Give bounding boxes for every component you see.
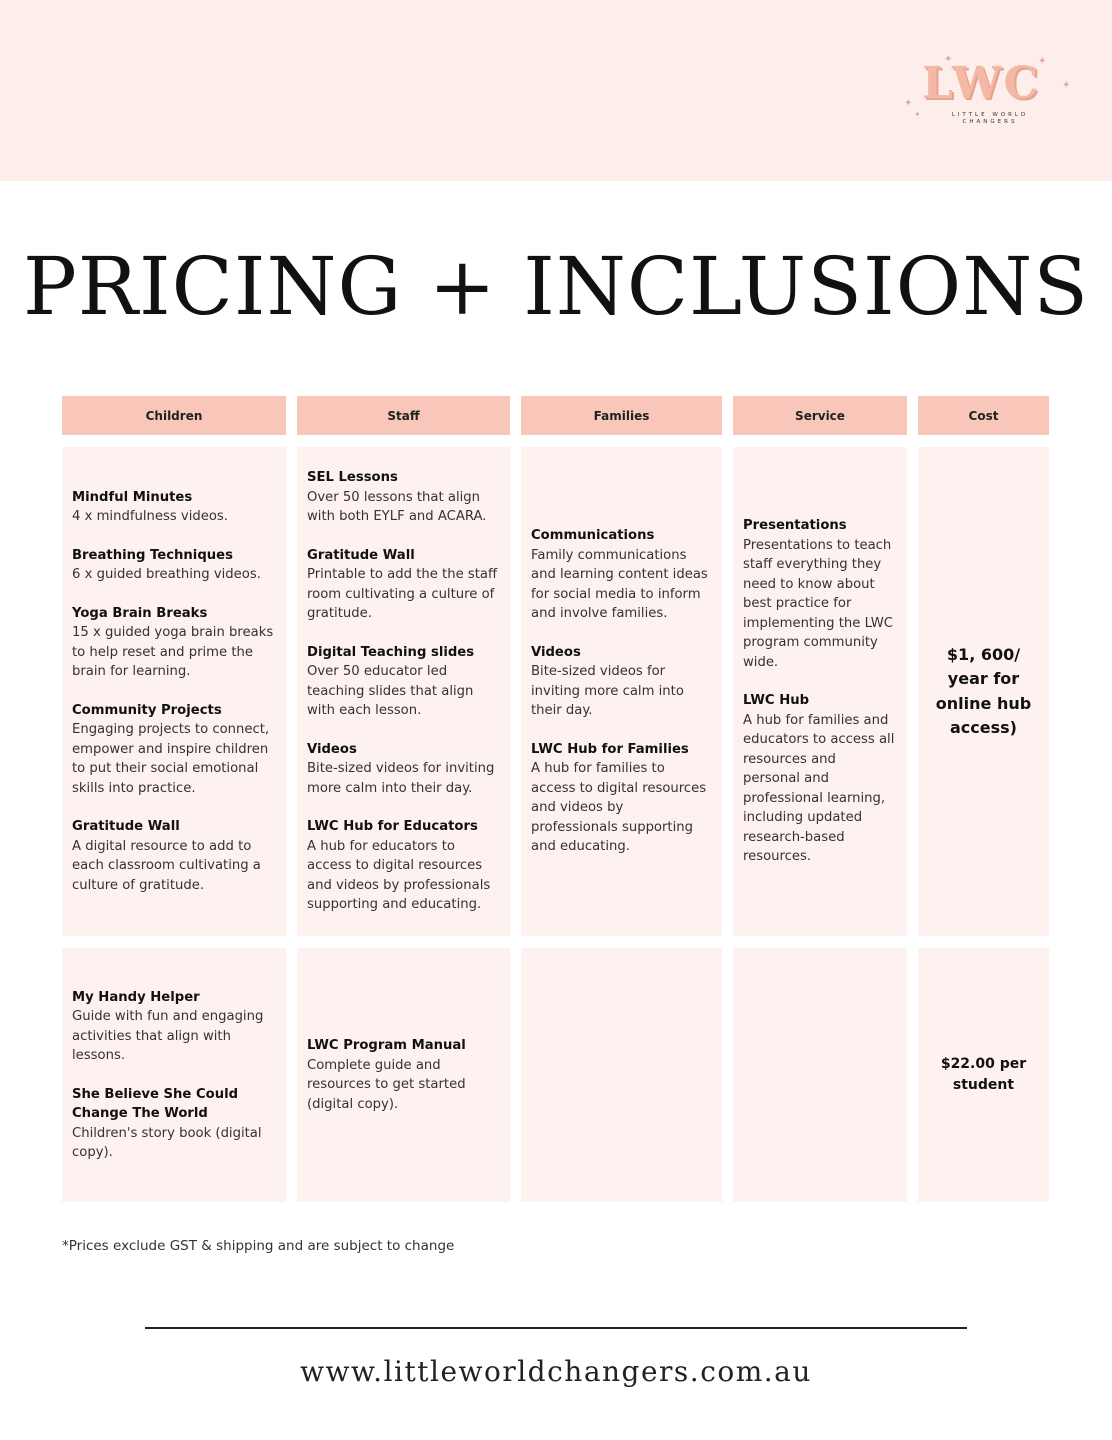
inclusion-item: LWC Hub for Families A hub for families t… (531, 741, 707, 855)
inclusion-item: Breathing Techniques 6 x guided breathing… (72, 547, 261, 583)
website-url: www.littleworldchangers.com.au (300, 1355, 812, 1388)
row1-families-cell: Communications Family communications and … (521, 447, 722, 936)
sparkle-icon: ✦ (914, 110, 921, 119)
sparkle-icon: ✦ (944, 54, 953, 65)
logo-subtitle: LITTLE WORLD CHANGERS (951, 112, 1029, 125)
inclusion-item: Videos Bite-sized videos for inviting mor… (531, 644, 684, 719)
sparkle-icon: ✦ (904, 98, 913, 109)
price-label: $1, 600/ year for online hub access) (935, 644, 1032, 738)
row2-children-cell: My Handy Helper Guide with fun and engagi… (62, 948, 286, 1202)
column-header-families: Families (521, 396, 722, 435)
price-footnote: *Prices exclude GST & shipping and are s… (62, 1238, 455, 1254)
row1-service-cell: Presentations Presentations to teach staf… (733, 447, 907, 936)
row1-staff-cell: SEL Lessons Over 50 lessons that align wi… (297, 447, 510, 936)
lwc-logo: ✦ ✦ ✦ ✦ ✦ LWC LITTLE WORLD CHANGERS (900, 50, 1075, 130)
inclusion-item: Community Projects Engaging projects to c… (72, 702, 270, 796)
inclusion-item: LWC Program Manual Complete guide and res… (307, 1038, 466, 1112)
inclusion-item: Gratitude Wall Printable to add the the s… (307, 547, 498, 622)
column-header-staff: Staff (297, 396, 510, 435)
inclusion-item: Videos Bite-sized videos for inviting mor… (307, 741, 495, 796)
inclusion-item: LWC Hub for Educators A hub for educators… (307, 819, 491, 913)
inclusion-item: Gratitude Wall A digital resource to add … (72, 819, 261, 893)
inclusion-item: My Handy Helper Guide with fun and engagi… (72, 989, 264, 1064)
inclusion-item: SEL Lessons Over 50 lessons that align wi… (307, 470, 487, 525)
header-band (0, 0, 1112, 181)
column-header-cost: Cost (918, 396, 1049, 435)
sparkle-icon: ✦ (1038, 56, 1047, 67)
inclusion-item: Digital Teaching slides Over 50 educator … (307, 644, 475, 719)
inclusion-item: She Believe She Could Change The World Ch… (72, 1086, 262, 1161)
row2-staff-cell: LWC Program Manual Complete guide and res… (297, 948, 510, 1202)
sparkle-icon: ✦ (1062, 80, 1071, 91)
column-header-service: Service (733, 396, 907, 435)
inclusion-item: LWC Hub A hub for families and educators … (743, 693, 895, 865)
price-label: $22.00 per student (940, 1056, 1027, 1093)
row2-service-cell (733, 948, 907, 1202)
row2-families-cell (521, 948, 722, 1202)
divider (145, 1327, 967, 1329)
inclusion-item: Communications Family communications and … (531, 528, 708, 622)
inclusion-item: Mindful Minutes 4 x mindfulness videos. (72, 489, 228, 525)
page-title: PRICING + INCLUSIONS (22, 240, 1090, 333)
row1-cost-cell: $1, 600/ year for online hub access) (918, 447, 1049, 936)
row1-children-cell: Mindful Minutes 4 x mindfulness videos. B… (62, 447, 286, 936)
inclusion-item: Presentations Presentations to teach staf… (743, 518, 893, 670)
column-header-children: Children (62, 396, 286, 435)
logo-letters: LWC (922, 58, 1041, 109)
inclusion-item: Yoga Brain Breaks 15 x guided yoga brain … (72, 605, 274, 680)
row2-cost-cell: $22.00 per student (918, 948, 1049, 1202)
